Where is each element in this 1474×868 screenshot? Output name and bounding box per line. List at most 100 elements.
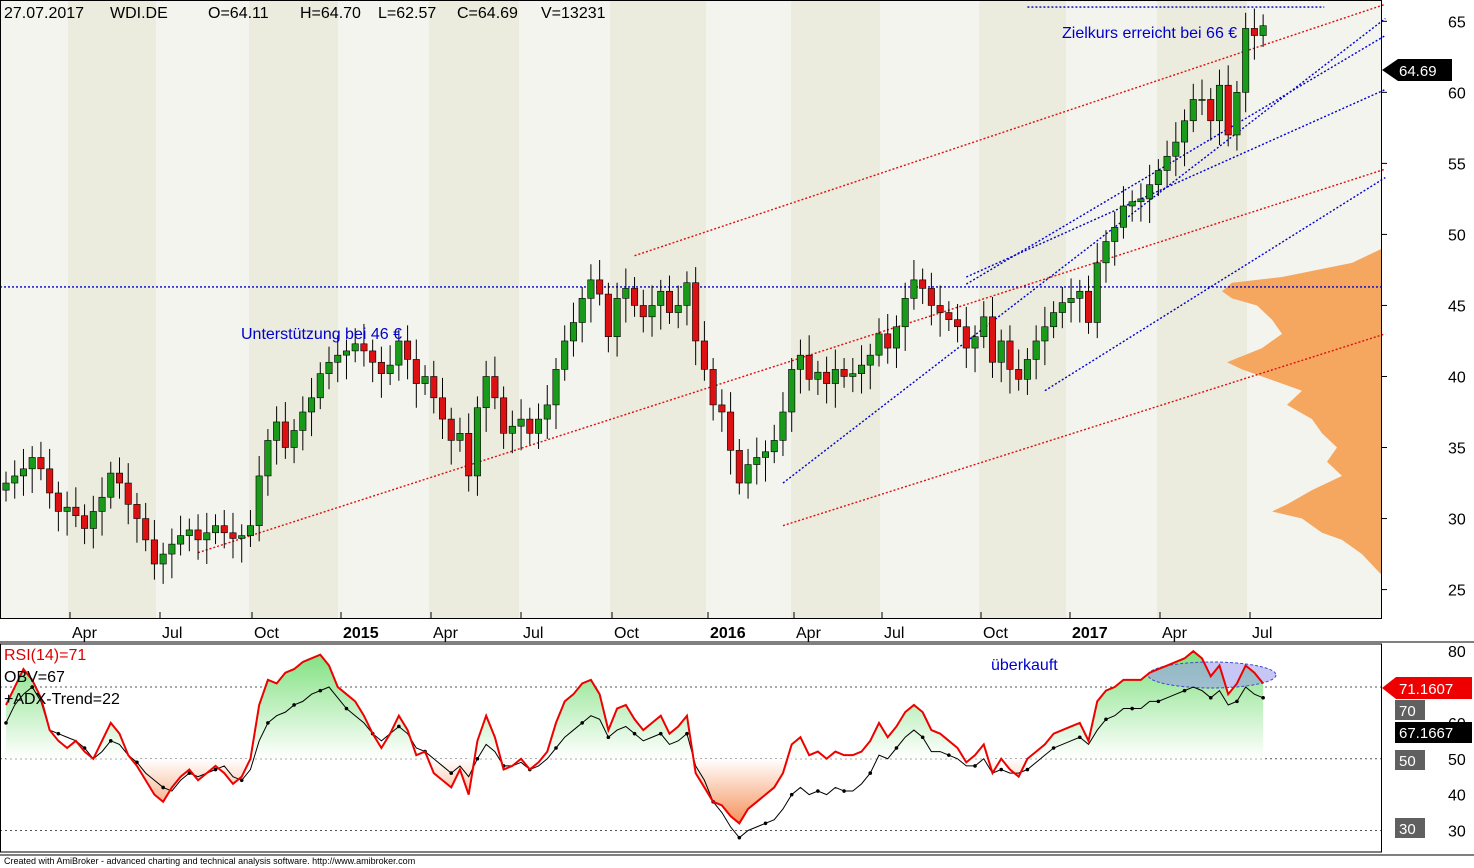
obv-point <box>56 731 61 736</box>
candle-body <box>980 316 988 338</box>
obv-point <box>1261 695 1265 700</box>
obv-point <box>632 731 637 736</box>
obv-point <box>606 735 611 740</box>
background-bands <box>0 0 1382 852</box>
candle-body <box>168 543 176 555</box>
obv-point <box>30 685 34 689</box>
candle-body <box>377 361 385 374</box>
red-channel-bottom <box>782 333 1386 527</box>
candle-body <box>325 361 333 374</box>
level50-badge <box>1395 750 1425 770</box>
candlesticks <box>2 8 1267 584</box>
candle-body <box>901 298 909 328</box>
bg-band <box>519 0 610 618</box>
candle-body <box>936 305 944 313</box>
candle-body <box>1041 326 1049 342</box>
candle-body <box>613 298 621 338</box>
bg-band <box>0 0 68 618</box>
candle-body <box>1224 84 1232 136</box>
y-tick-label: 35 <box>1448 441 1466 458</box>
bg-band <box>68 0 156 618</box>
candle-body <box>1058 302 1066 313</box>
candle-body <box>1111 227 1119 242</box>
obv-value-badge <box>1395 722 1472 743</box>
candle-body <box>884 333 892 349</box>
rsi-tick-label: 50 <box>1448 752 1466 769</box>
obv-point <box>789 792 794 797</box>
candle-body <box>1128 201 1136 207</box>
volume-profile <box>1222 248 1382 611</box>
obv-point <box>894 746 899 750</box>
candle-body <box>578 298 586 323</box>
candle-body <box>369 350 377 363</box>
candle-body <box>1093 262 1101 323</box>
support-annotation: Unterstützung bei 46 € <box>241 326 402 343</box>
x-tick-label: Jul <box>1252 625 1272 642</box>
obv-point <box>685 731 689 736</box>
candle-body <box>508 425 516 434</box>
candle-body <box>665 290 673 313</box>
candle-body <box>971 336 979 349</box>
bg-band <box>880 0 979 618</box>
obv-point <box>4 721 8 725</box>
obv-point <box>397 724 401 729</box>
candle-body <box>1050 312 1058 328</box>
candle-body <box>1189 99 1197 122</box>
candle-body <box>430 376 438 399</box>
candle-body <box>657 290 665 306</box>
bg-band <box>156 0 249 618</box>
candle-body <box>482 376 490 409</box>
header-close: C=64.69 <box>457 5 518 22</box>
header-high: H=64.70 <box>300 5 361 22</box>
rsi-tick-label: 40 <box>1448 788 1466 805</box>
candle-body <box>290 430 298 448</box>
candle-body <box>107 472 115 498</box>
header-volume: V=13231 <box>541 5 606 22</box>
x-tick-label: Oct <box>614 625 639 642</box>
header-ticker: WDI.DE <box>110 5 168 22</box>
trend-channels <box>0 3 1386 554</box>
y-tick-label: 60 <box>1448 85 1466 102</box>
rsi-title: RSI(14)=71 <box>4 647 86 664</box>
candle-body <box>386 364 394 374</box>
candle-body <box>1119 205 1127 228</box>
obv-point <box>475 756 480 761</box>
obv-point <box>973 764 977 768</box>
obv-point <box>1208 695 1213 700</box>
obv-value-label: 67.1667 <box>1399 725 1453 742</box>
candle-body <box>954 319 962 328</box>
x-tick-label: Apr <box>433 625 459 642</box>
candle-body <box>762 451 770 458</box>
candle-body <box>910 279 918 299</box>
y-tick-label: 50 <box>1448 227 1466 244</box>
candle-body <box>308 397 316 413</box>
candle-body <box>500 397 508 434</box>
price-badge-label: 64.69 <box>1399 63 1437 80</box>
candle-body <box>473 407 481 477</box>
candle-body <box>11 475 19 484</box>
candle-body <box>526 418 534 434</box>
rsi-bg-band <box>156 644 249 852</box>
rsi-bg-band <box>706 644 791 852</box>
candle-body <box>334 354 342 363</box>
blue-channel-mid <box>965 34 1386 285</box>
candle-body <box>273 421 281 441</box>
bg-band <box>338 0 429 618</box>
candle-body <box>491 376 499 399</box>
candle-body <box>159 553 167 565</box>
obv-point <box>842 789 846 793</box>
candle-body <box>1006 340 1014 370</box>
level70-label: 70 <box>1399 703 1416 720</box>
candle-body <box>1250 28 1258 36</box>
bg-band <box>791 0 880 618</box>
candle-body <box>2 482 10 491</box>
candle-body <box>19 468 27 477</box>
blue-channel-lower <box>1044 176 1386 392</box>
obv-point <box>108 739 113 743</box>
x-tick-label: Jul <box>884 625 904 642</box>
bg-band <box>706 0 791 618</box>
candle-body <box>1154 170 1162 185</box>
candle-body <box>412 359 420 384</box>
candle-body <box>744 464 752 484</box>
obv-point <box>1104 717 1108 722</box>
